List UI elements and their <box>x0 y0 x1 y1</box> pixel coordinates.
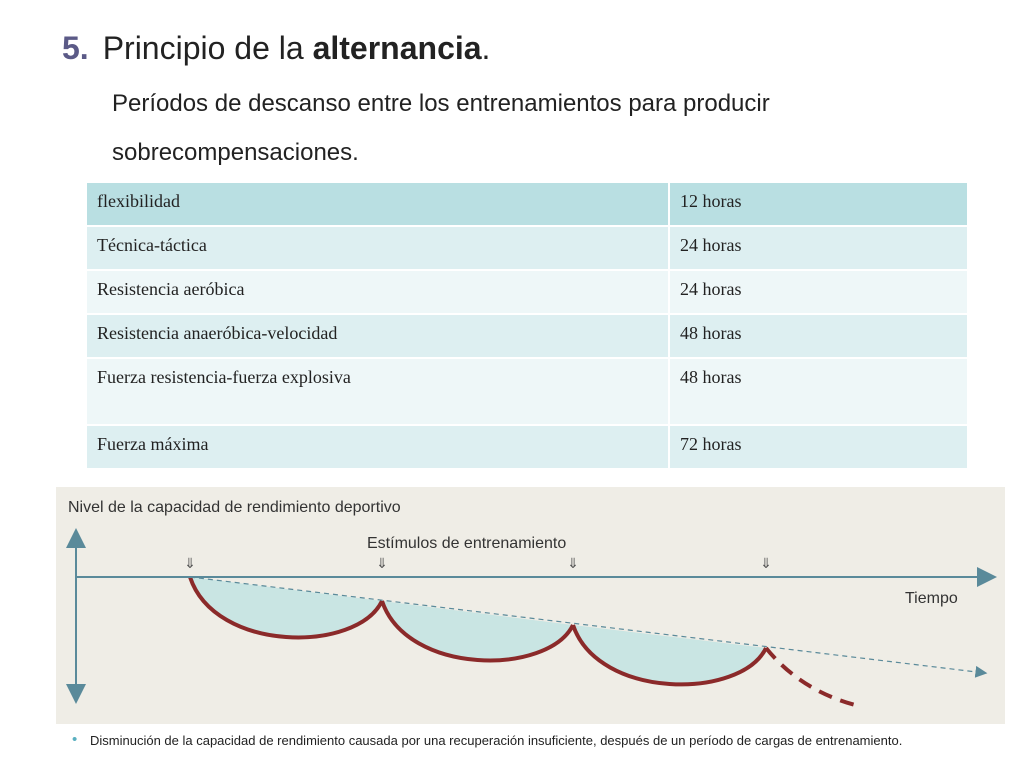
stimulus-marker: ⇓ <box>760 555 772 571</box>
curves <box>188 576 768 687</box>
title-text: Principio de la <box>102 30 304 66</box>
title-bold: alternancia <box>312 30 482 66</box>
table-cell: Resistencia aeróbica <box>85 269 670 315</box>
table-cell: flexibilidad <box>85 181 670 227</box>
caption: Disminución de la capacidad de rendimien… <box>90 733 902 748</box>
table-row: Fuerza resistencia-fuerza explosiva 48 ho… <box>85 357 969 426</box>
table-cell: Técnica-táctica <box>85 225 670 271</box>
title: 5. Principio de la alternancia. <box>62 30 490 67</box>
table: flexibilidad 12 horas Técnica-táctica 24 ho… <box>85 181 969 470</box>
recovery-area <box>190 577 382 638</box>
recovery-curve <box>571 624 768 687</box>
table-cell: Fuerza máxima <box>85 424 670 470</box>
table-row: flexibilidad 12 horas <box>85 181 969 227</box>
table-row: Fuerza máxima 72 horas <box>85 424 969 470</box>
caption-bullet: • <box>72 731 77 748</box>
table-row: Técnica-táctica 24 horas <box>85 225 969 271</box>
title-number: 5. <box>62 30 89 66</box>
subtitle: Períodos de descanso entre los entrenami… <box>112 90 770 117</box>
recovery-curve <box>188 576 384 640</box>
table-cell: 48 horas <box>668 313 969 359</box>
recovery-curve <box>380 600 575 663</box>
stimulus-marker: ⇓ <box>567 555 579 571</box>
title-end: . <box>481 30 491 66</box>
y-axis-label: Nivel de la capacidad de rendimiento dep… <box>68 499 401 516</box>
recovery-area <box>382 601 573 661</box>
decline-curve <box>764 646 856 707</box>
table-row: Resistencia anaeróbica-velocidad 48 horas <box>85 313 969 359</box>
stimulus-marker: ⇓ <box>376 555 388 571</box>
table-cell: 72 horas <box>668 424 969 470</box>
table-cell: 48 horas <box>668 357 969 426</box>
subtitle: sobrecompensaciones. <box>112 139 359 166</box>
trend-line <box>189 576 988 678</box>
recovery-area <box>573 625 766 685</box>
table-row: Resistencia aeróbica 24 horas <box>85 269 969 315</box>
stimuli-label: Estímulos de entrenamiento <box>367 535 566 552</box>
diagram-panel <box>56 487 1005 724</box>
table-body: flexibilidad 12 horas Técnica-táctica 24 ho… <box>85 181 969 470</box>
stimulus-marker: ⇓ <box>184 555 196 571</box>
table-cell: 12 horas <box>668 181 969 227</box>
table-cell: Resistencia anaeróbica-velocidad <box>85 313 670 359</box>
x-axis-label: Tiempo <box>905 590 958 607</box>
stimuli-markers: ⇓ ⇓ ⇓ ⇓ <box>184 555 772 571</box>
table-cell: 24 horas <box>668 269 969 315</box>
table-cell: Fuerza resistencia-fuerza explosiva <box>85 357 670 426</box>
table-cell: 24 horas <box>668 225 969 271</box>
